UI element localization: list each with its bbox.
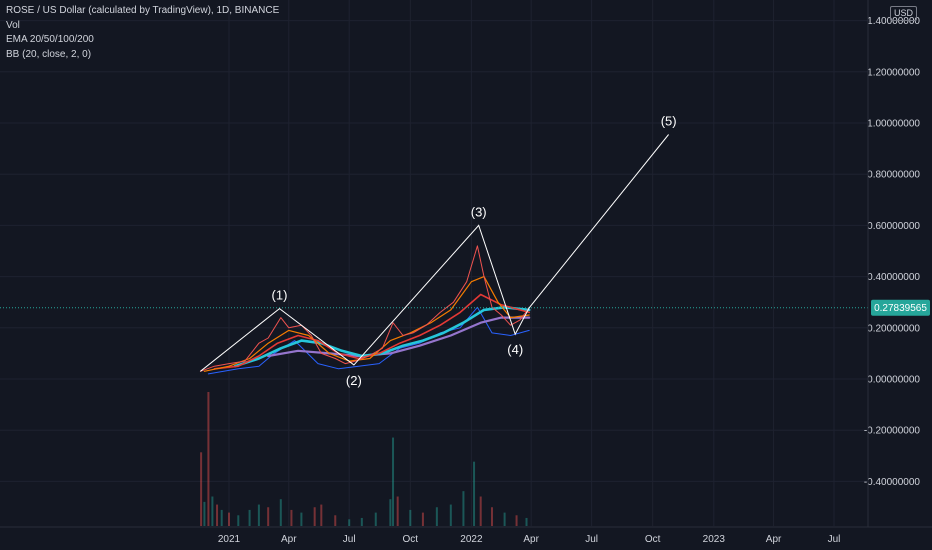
price-tick-label-0: 1.40000000 <box>867 16 920 27</box>
price-tick-label-7: 0.00000000 <box>867 375 920 386</box>
wave-label-2: (2) <box>346 373 362 388</box>
time-tick-label-2: Jul <box>343 534 356 545</box>
volume-bar-25 <box>435 507 438 526</box>
volume-bar-26 <box>449 504 452 526</box>
volume-bar-23 <box>409 509 412 526</box>
currency-badge[interactable]: USD <box>890 6 918 21</box>
volume-bar-28 <box>473 461 476 526</box>
volume-bar-19 <box>374 512 377 526</box>
volume-bar-17 <box>348 519 351 526</box>
symbol-title[interactable]: ROSE / US Dollar (calculated by TradingV… <box>6 5 280 16</box>
ema-indicator-label[interactable]: EMA 20/50/100/200 <box>6 34 94 45</box>
series-ema200 <box>267 316 531 358</box>
price-tick-label-6: 0.20000000 <box>867 323 920 334</box>
wave-path-line[interactable] <box>200 134 669 372</box>
series-price <box>199 245 530 372</box>
last-price-label: 0.27839565 <box>874 303 927 314</box>
price-tick-label-3: 0.80000000 <box>867 170 920 181</box>
price-tick-label-1: 1.20000000 <box>867 67 920 78</box>
volume-bar-21 <box>392 437 395 526</box>
bollinger-indicator-label[interactable]: BB (20, close, 2, 0) <box>6 48 92 60</box>
price-tick-label-4: 0.60000000 <box>867 221 920 232</box>
volume-bar-16 <box>334 515 337 526</box>
price-tick-label-8: -0.20000000 <box>864 426 921 437</box>
price-axis-background <box>868 0 932 526</box>
volume-bar-11 <box>279 499 282 526</box>
last-price-tag[interactable] <box>871 299 930 316</box>
time-tick-label-0: 2021 <box>218 534 241 545</box>
volume-bar-31 <box>503 512 506 526</box>
volume-indicator-label[interactable]: Vol <box>6 19 20 31</box>
elliott-wave-drawing[interactable] <box>200 134 669 372</box>
time-tick-label-6: Jul <box>585 534 598 545</box>
time-tick-label-5: Apr <box>523 534 539 545</box>
wave-label-3: (3) <box>471 204 487 219</box>
series-lines <box>199 245 531 375</box>
volume-bar-3 <box>211 496 214 526</box>
volume-bar-29 <box>479 496 482 526</box>
volume-bar-30 <box>490 507 493 526</box>
time-tick-label-9: Apr <box>766 534 782 545</box>
series-bb_lower <box>207 306 530 375</box>
volume-bar-24 <box>421 512 424 526</box>
volume-bar-0 <box>200 452 203 526</box>
volume-bar-22 <box>396 496 399 526</box>
time-tick-label-1: Apr <box>281 534 297 545</box>
volume-bar-27 <box>462 491 465 526</box>
volume-bar-18 <box>360 517 363 526</box>
time-tick-label-8: 2023 <box>703 534 726 545</box>
volume-bar-2 <box>207 392 210 526</box>
volume-bar-4 <box>216 504 219 526</box>
volume-bar-20 <box>389 499 392 526</box>
volume-bar-6 <box>228 512 230 526</box>
price-axis[interactable]: 1.40000000 1.20000000 1.00000000 0.80000000… <box>864 0 932 526</box>
grid <box>0 0 868 526</box>
time-tick-label-3: Oct <box>403 534 419 545</box>
wave-label-1: (1) <box>272 288 288 303</box>
volume-bar-13 <box>300 512 303 526</box>
price-tick-label-9: -0.40000000 <box>864 477 921 488</box>
volume-bar-8 <box>248 509 251 526</box>
volume-bar-14 <box>313 507 316 526</box>
volume-bar-5 <box>220 509 223 526</box>
volume-bar-15 <box>320 504 323 526</box>
volume-bar-10 <box>267 507 270 526</box>
time-axis-background <box>0 527 932 550</box>
price-tick-label-5: 0.40000000 <box>867 272 920 283</box>
volume-bar-7 <box>237 515 240 526</box>
volume-bar-12 <box>290 509 293 526</box>
series-ema100 <box>233 305 531 368</box>
volume-bar-33 <box>525 517 528 526</box>
wave-label-5: (5) <box>661 114 677 129</box>
time-tick-label-7: Oct <box>645 534 661 545</box>
wave-label-4: (4) <box>507 342 523 357</box>
wave-labels: (1) (2) (3) (4) (5) <box>272 114 677 388</box>
volume-bar-32 <box>515 515 518 526</box>
volume-bar-9 <box>257 504 260 526</box>
price-tick-label-2: 1.00000000 <box>867 119 920 130</box>
time-tick-label-4: 2022 <box>460 534 483 545</box>
time-tick-label-10: Jul <box>828 534 841 545</box>
chart-legend: ROSE / US Dollar (calculated by TradingV… <box>6 4 279 62</box>
volume-bar-1 <box>203 501 206 526</box>
volume-bars <box>200 392 528 526</box>
